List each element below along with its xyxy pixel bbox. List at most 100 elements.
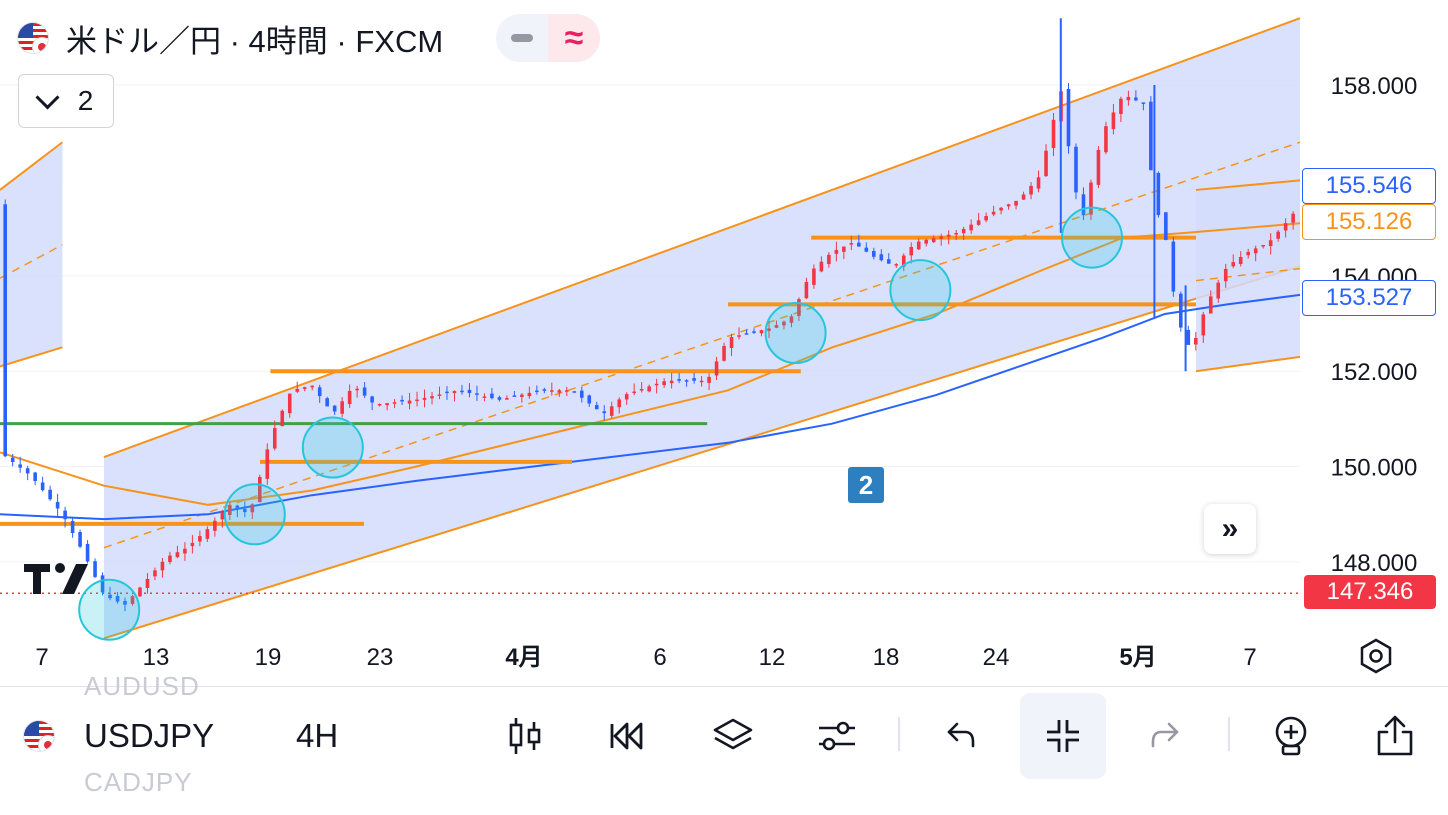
candle-body [183, 548, 187, 554]
price-axis-label: 158.000 [1331, 73, 1418, 100]
candle-body [1201, 314, 1206, 336]
share-button[interactable] [1352, 693, 1438, 779]
time-axis-label: 7 [1243, 644, 1256, 671]
candle-body [699, 380, 704, 383]
layers-button[interactable] [690, 693, 776, 779]
candle-body [1283, 223, 1288, 231]
candle-body [1186, 329, 1191, 345]
candle-body [437, 394, 442, 396]
settings-hex-icon[interactable] [1356, 636, 1396, 676]
highlight-circle [223, 483, 286, 546]
candle-body [250, 504, 255, 513]
candle-body [138, 587, 142, 597]
chevron-down-icon [35, 84, 60, 110]
candle-body [834, 249, 839, 254]
redo-button[interactable] [1124, 693, 1210, 779]
candle-body [879, 254, 884, 261]
chart-mode-toggle[interactable]: ≈ [496, 14, 600, 62]
time-axis-label: 13 [143, 644, 170, 671]
candle-body [1044, 150, 1048, 177]
candle-body [744, 333, 749, 335]
chart-type-button[interactable] [482, 693, 568, 779]
candle-body [849, 243, 854, 245]
candle-body [400, 399, 404, 402]
fullscreen-exit-button[interactable] [1020, 693, 1106, 779]
candle-body [1156, 172, 1161, 216]
indicators-collapse-button[interactable]: 2 [18, 74, 114, 128]
price-label-current: 147.346 [1304, 575, 1436, 609]
channel-mid-line [103, 141, 1301, 549]
candle-body [175, 552, 180, 558]
candle-body [1268, 240, 1273, 247]
minus-icon[interactable] [496, 14, 548, 62]
candle-body [93, 561, 97, 577]
candle-body [1276, 231, 1280, 239]
candle-body [1246, 251, 1251, 256]
chart-header: 米ドル／円 · 4時間 · FXCM [18, 18, 444, 59]
candle-body [722, 345, 726, 361]
timeframe-selector[interactable]: 4H [296, 717, 339, 754]
candle-body [78, 532, 82, 547]
symbol-title[interactable]: 米ドル／円 · 4時間 · FXCM [66, 23, 444, 59]
time-axis-label: 6 [653, 644, 666, 671]
ghost-symbol-above: AUDUSD [84, 671, 200, 701]
indicator-settings-button[interactable] [794, 693, 880, 779]
highlight-circle [1061, 206, 1123, 269]
candle-body [774, 325, 779, 328]
candle-body [1141, 102, 1146, 104]
candle-body [909, 246, 914, 256]
candle-body [10, 457, 15, 462]
candles-icon [509, 718, 541, 754]
channel-fill [1196, 180, 1300, 372]
drawing-label-badge [848, 467, 884, 503]
candle-body [707, 376, 711, 383]
candle-body [108, 594, 112, 599]
candle-body [759, 330, 764, 334]
candle-body [662, 381, 666, 386]
undo-icon [947, 722, 975, 748]
candle-body [63, 510, 67, 520]
price-axis-label: 150.000 [1331, 455, 1418, 482]
candle-body [243, 508, 247, 513]
ghost-symbol-below: CADJPY [84, 767, 193, 797]
price-label-blue-line: 153.527 [1302, 280, 1436, 316]
candle-body [669, 380, 674, 384]
approx-icon[interactable]: ≈ [548, 14, 600, 62]
candle-body [991, 211, 996, 215]
candle-body [542, 389, 547, 391]
candle-body [48, 489, 52, 500]
candle-body [512, 395, 517, 397]
candle-body [362, 387, 367, 396]
candle-body [115, 595, 120, 602]
share-icon [1377, 715, 1413, 756]
candle-body [557, 390, 562, 393]
undo-button[interactable] [916, 693, 1002, 779]
price-axis-label: 148.000 [1331, 550, 1418, 577]
candle-body [677, 379, 681, 381]
time-axis-label: 23 [367, 644, 394, 671]
candle-body [220, 512, 225, 520]
symbol-selector[interactable]: USDJPY [84, 717, 215, 754]
candle-body [265, 449, 270, 479]
candle-body [999, 207, 1003, 211]
candle-body [976, 220, 981, 225]
candle-body [415, 399, 419, 402]
candle-body [565, 390, 569, 392]
candle-body [55, 501, 60, 509]
symbol-flag-icon [24, 721, 54, 751]
candle-body [819, 261, 824, 272]
redo-icon [1151, 722, 1179, 748]
scroll-to-realtime-button[interactable]: » [1204, 504, 1256, 554]
candle-body [961, 228, 966, 234]
replay-button[interactable] [584, 693, 670, 779]
add-alert-button[interactable] [1248, 693, 1334, 779]
candle-body [377, 403, 382, 406]
candle-body [954, 233, 958, 235]
candle-body [901, 255, 906, 267]
candle-body [984, 216, 988, 221]
channel-fill [0, 142, 63, 367]
candle-body [1074, 146, 1078, 193]
candle-body [325, 398, 329, 407]
candle-body [430, 396, 434, 399]
